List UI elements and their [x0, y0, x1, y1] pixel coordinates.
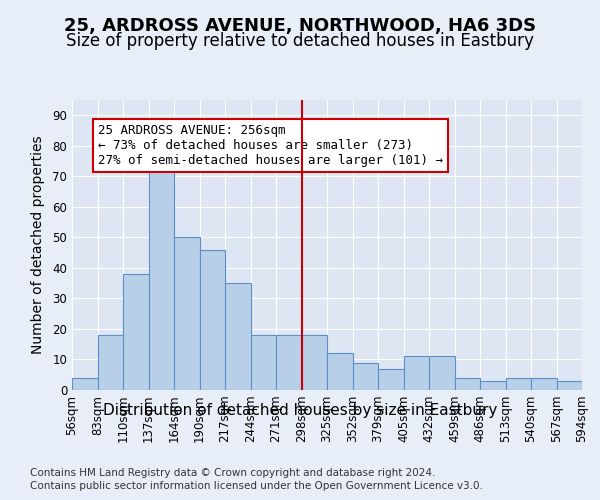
Bar	[455, 378, 480, 390]
Bar	[149, 167, 174, 390]
Bar	[505, 378, 531, 390]
Bar	[97, 335, 123, 390]
Text: Contains HM Land Registry data © Crown copyright and database right 2024.: Contains HM Land Registry data © Crown c…	[30, 468, 436, 477]
Text: Contains public sector information licensed under the Open Government Licence v3: Contains public sector information licen…	[30, 481, 483, 491]
Bar	[557, 381, 582, 390]
Text: 25 ARDROSS AVENUE: 256sqm
← 73% of detached houses are smaller (273)
27% of semi: 25 ARDROSS AVENUE: 256sqm ← 73% of detac…	[97, 124, 443, 168]
Bar	[378, 368, 404, 390]
Bar	[480, 381, 505, 390]
Text: 25, ARDROSS AVENUE, NORTHWOOD, HA6 3DS: 25, ARDROSS AVENUE, NORTHWOOD, HA6 3DS	[64, 18, 536, 36]
Bar	[327, 354, 353, 390]
Bar	[251, 335, 276, 390]
Bar	[276, 335, 302, 390]
Bar	[429, 356, 455, 390]
Y-axis label: Number of detached properties: Number of detached properties	[31, 136, 46, 354]
Text: Size of property relative to detached houses in Eastbury: Size of property relative to detached ho…	[66, 32, 534, 50]
Bar	[404, 356, 429, 390]
Bar	[174, 238, 199, 390]
Bar	[531, 378, 557, 390]
Bar	[123, 274, 149, 390]
Bar	[353, 362, 378, 390]
Text: Distribution of detached houses by size in Eastbury: Distribution of detached houses by size …	[103, 402, 497, 417]
Bar	[225, 283, 251, 390]
Bar	[302, 335, 327, 390]
Bar	[199, 250, 225, 390]
Bar	[72, 378, 97, 390]
